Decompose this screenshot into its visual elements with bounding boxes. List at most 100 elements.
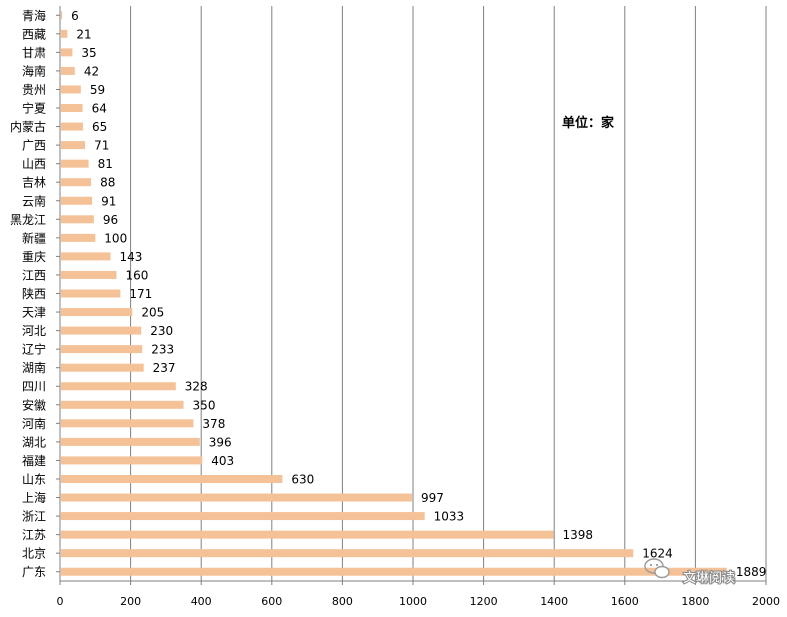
bar xyxy=(61,215,94,224)
labels: 0 200 400 600 800 1000 1200 1400 1600 1800 2000 青海 6… xyxy=(10,8,780,608)
x-tick-label: 1200 xyxy=(470,595,498,608)
bar xyxy=(61,308,133,317)
x-tick-label: 1000 xyxy=(399,595,427,608)
bar xyxy=(61,382,176,391)
category-label: 云南 xyxy=(22,193,46,208)
bar xyxy=(61,289,121,298)
x-tick-label: 600 xyxy=(261,595,282,608)
bar xyxy=(61,530,554,539)
category-label: 湖南 xyxy=(22,360,46,375)
bar xyxy=(61,270,117,279)
bar xyxy=(61,252,111,261)
data-label: 237 xyxy=(153,361,176,375)
bar xyxy=(61,400,184,409)
axes xyxy=(56,6,767,585)
category-label: 河南 xyxy=(22,416,46,431)
bar xyxy=(61,11,63,20)
unit-annotation: 单位：家 xyxy=(562,115,615,131)
bar xyxy=(61,29,68,38)
wechat-icon xyxy=(644,558,670,579)
data-label: 6 xyxy=(71,9,79,23)
data-label: 328 xyxy=(185,380,208,394)
x-tick-label: 400 xyxy=(191,595,212,608)
data-label: 171 xyxy=(129,287,152,301)
data-label: 350 xyxy=(193,398,216,412)
bar xyxy=(61,85,81,94)
watermark: 文琳阅读 xyxy=(644,558,736,587)
bar xyxy=(61,437,200,446)
category-label: 内蒙古 xyxy=(10,119,46,134)
category-label: 四川 xyxy=(22,380,46,394)
bars xyxy=(61,11,727,576)
data-label: 42 xyxy=(84,64,99,78)
category-label: 天津 xyxy=(22,306,46,320)
category-label: 上海 xyxy=(22,490,46,505)
data-label: 396 xyxy=(209,435,232,449)
bar xyxy=(61,549,634,558)
category-label: 河北 xyxy=(22,324,46,338)
bar xyxy=(61,48,73,57)
data-label: 91 xyxy=(101,194,116,208)
category-label: 广东 xyxy=(22,565,46,579)
data-label: 71 xyxy=(94,139,109,153)
data-label: 233 xyxy=(151,343,174,357)
data-label: 1033 xyxy=(434,510,465,524)
category-label: 海南 xyxy=(22,63,46,78)
data-label: 230 xyxy=(150,324,173,338)
data-label: 100 xyxy=(104,231,127,245)
category-label: 贵州 xyxy=(22,83,46,97)
data-label: 88 xyxy=(100,176,115,190)
category-label: 北京 xyxy=(22,547,46,561)
category-label: 陕西 xyxy=(22,286,46,301)
data-label: 1398 xyxy=(562,528,593,542)
data-label: 205 xyxy=(141,306,164,320)
bar xyxy=(61,159,89,168)
x-tick-label: 0 xyxy=(57,595,64,608)
x-tick-label: 800 xyxy=(332,595,353,608)
data-label: 96 xyxy=(103,213,118,227)
x-tick-label: 2000 xyxy=(752,595,780,608)
bar xyxy=(61,567,727,576)
bar xyxy=(61,419,194,428)
watermark-text: 文琳阅读 xyxy=(683,571,735,586)
category-label: 甘肃 xyxy=(22,46,46,60)
data-label: 143 xyxy=(119,250,142,264)
data-label: 21 xyxy=(76,27,91,41)
data-label: 1624 xyxy=(642,547,673,561)
bar xyxy=(61,66,75,75)
category-label: 重庆 xyxy=(22,250,46,264)
category-label: 江苏 xyxy=(22,528,46,542)
bar xyxy=(61,326,142,335)
data-label: 1889 xyxy=(736,565,767,579)
data-label: 81 xyxy=(98,157,113,171)
bar xyxy=(61,474,283,483)
bar xyxy=(61,141,86,150)
bar xyxy=(61,493,412,502)
bar xyxy=(61,122,83,131)
category-label: 江西 xyxy=(22,268,46,282)
category-label: 辽宁 xyxy=(22,342,46,357)
category-label: 湖北 xyxy=(22,434,46,449)
bar xyxy=(61,104,83,113)
bar xyxy=(61,233,96,242)
category-label: 浙江 xyxy=(22,510,46,524)
bar xyxy=(61,345,143,354)
category-label: 西藏 xyxy=(22,27,46,41)
category-label: 广西 xyxy=(22,139,46,153)
bar xyxy=(61,178,92,187)
x-tick-label: 200 xyxy=(120,595,141,608)
bar xyxy=(61,196,93,205)
category-label: 新疆 xyxy=(22,230,46,245)
gridlines xyxy=(130,6,767,581)
bar xyxy=(61,512,425,521)
data-label: 378 xyxy=(202,417,225,431)
bar xyxy=(61,363,144,372)
category-label: 宁夏 xyxy=(22,101,46,116)
category-label: 安徽 xyxy=(22,397,46,412)
data-label: 160 xyxy=(125,268,148,282)
category-label: 吉林 xyxy=(22,176,46,190)
data-label: 64 xyxy=(92,102,107,116)
x-tick-label: 1800 xyxy=(681,595,709,608)
data-label: 35 xyxy=(81,46,96,60)
